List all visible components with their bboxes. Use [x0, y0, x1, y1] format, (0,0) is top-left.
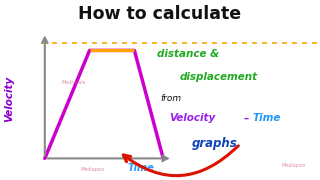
Text: How to calculate: How to calculate — [78, 5, 242, 23]
Text: Time: Time — [253, 113, 281, 123]
Text: Velocity: Velocity — [170, 113, 216, 123]
Text: Time: Time — [127, 163, 154, 173]
Text: graphs.: graphs. — [192, 137, 242, 150]
Text: from: from — [160, 94, 181, 103]
Text: Mediapsis: Mediapsis — [81, 167, 105, 172]
Text: Mediapsis: Mediapsis — [282, 163, 307, 168]
Text: Velocity: Velocity — [4, 76, 15, 122]
Text: displacement: displacement — [179, 72, 257, 82]
Text: distance &: distance & — [157, 49, 219, 59]
Text: Mediapsis: Mediapsis — [61, 80, 86, 85]
Text: –: – — [243, 113, 248, 123]
